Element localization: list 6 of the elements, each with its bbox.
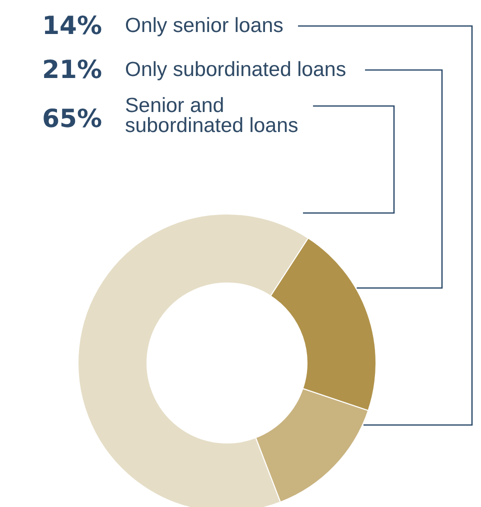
slice-label: Only subordinated loans <box>125 58 346 81</box>
data-label: 14% <box>42 11 102 40</box>
data-label: 21% <box>42 55 102 84</box>
slice-label: Senior and subordinated loans <box>125 94 298 137</box>
slice-label: Only senior loans <box>125 14 284 37</box>
data-label: 65% <box>42 104 102 133</box>
